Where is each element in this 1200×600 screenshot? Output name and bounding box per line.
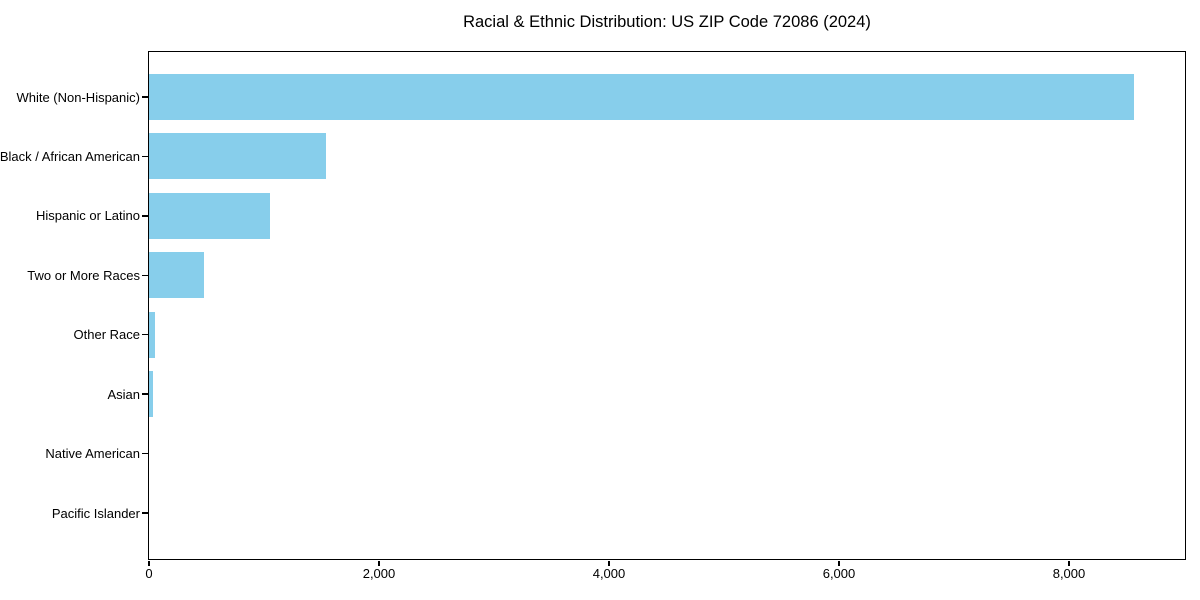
bar-two-or-more-races xyxy=(149,252,205,299)
x-tick-mark xyxy=(608,560,610,566)
y-tick-label: Pacific Islander xyxy=(51,505,140,521)
plot-area: White (Non-Hispanic) Black / African Amer… xyxy=(0,51,1186,581)
y-tick-mark xyxy=(142,512,148,514)
y-tick-mark xyxy=(142,215,148,217)
x-tick-label: 0 xyxy=(145,566,153,581)
y-tick-label: Native American xyxy=(45,446,140,462)
y-tick-mark xyxy=(142,333,148,336)
x-tick-mark xyxy=(378,560,380,566)
x-tick-label: 6,000 xyxy=(822,566,856,581)
x-tick-label: 8,000 xyxy=(1052,566,1086,581)
y-tick-label: Hispanic or Latino xyxy=(35,208,140,224)
x-tick-mark xyxy=(148,560,150,566)
y-tick-mark xyxy=(142,452,148,455)
bar-white-non-hispanic xyxy=(149,74,1134,120)
x-tick-label: 4,000 xyxy=(592,566,626,581)
x-tick-mark xyxy=(838,560,840,566)
bar-hispanic-or-latino xyxy=(149,192,270,239)
chart-title: Racial & Ethnic Distribution: US ZIP Cod… xyxy=(463,13,871,31)
bar-asian xyxy=(149,371,153,418)
y-tick-label: Asian xyxy=(107,386,140,402)
x-tick-mark xyxy=(1068,560,1070,566)
y-tick-mark xyxy=(142,393,148,395)
y-tick-label: Two or More Races xyxy=(27,267,140,283)
bar-black-african-american xyxy=(149,133,327,180)
y-tick-mark xyxy=(142,274,148,277)
y-tick-mark xyxy=(142,96,148,98)
y-tick-label: Other Race xyxy=(73,327,140,343)
y-tick-label: Black / African American xyxy=(0,148,140,164)
y-tick-mark xyxy=(142,155,148,158)
y-tick-label: White (Non-Hispanic) xyxy=(16,89,140,105)
bar-other-race xyxy=(149,311,156,358)
x-tick-label: 2,000 xyxy=(362,566,396,581)
